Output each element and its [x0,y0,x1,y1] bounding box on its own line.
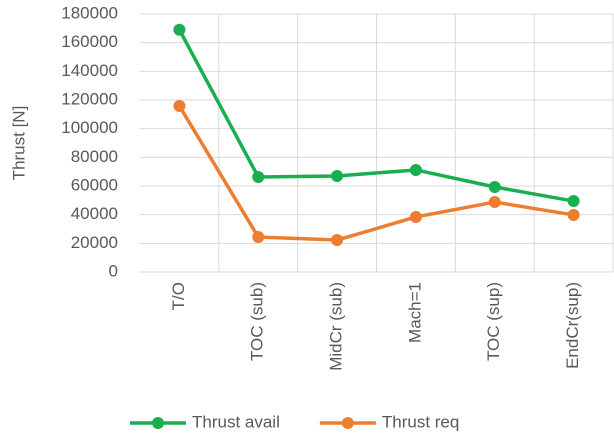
series-line [177,105,574,242]
y-tick-label: 60000 [71,175,118,194]
legend-label: Thrust avail [192,412,280,431]
y-tick-label: 100000 [61,118,118,137]
y-tick-label: 0 [109,261,118,280]
legend-label: Thrust req [382,412,459,431]
y-tick-label: 140000 [61,61,118,80]
series-line [177,28,574,203]
x-tick-label: T/O [169,282,188,310]
point [252,231,265,244]
point [331,169,344,182]
point [409,163,422,176]
y-tick-label: 120000 [61,89,118,108]
point [567,208,580,221]
legend-marker [341,417,354,429]
point [567,195,580,208]
y-tick-label: 180000 [61,3,118,22]
x-tick-label: EndCr(sup) [563,282,582,369]
point [173,23,186,36]
x-tick-label: Mach=1 [405,282,424,343]
point [252,170,265,183]
point [173,100,186,113]
x-tick-label: TOC (sub) [248,282,267,361]
y-axis-label: Thrust [N] [9,106,28,181]
y-tick-label: 40000 [71,204,118,223]
point [488,196,501,209]
x-tick-label: TOC (sup) [484,282,503,361]
legend-marker [152,417,164,429]
point [409,210,422,223]
y-tick-label: 80000 [71,147,118,166]
x-tick-label: MidCr (sub) [327,282,346,371]
point [331,234,344,247]
y-tick-label: 20000 [71,233,118,252]
point [488,181,501,194]
y-tick-label: 160000 [61,32,118,51]
